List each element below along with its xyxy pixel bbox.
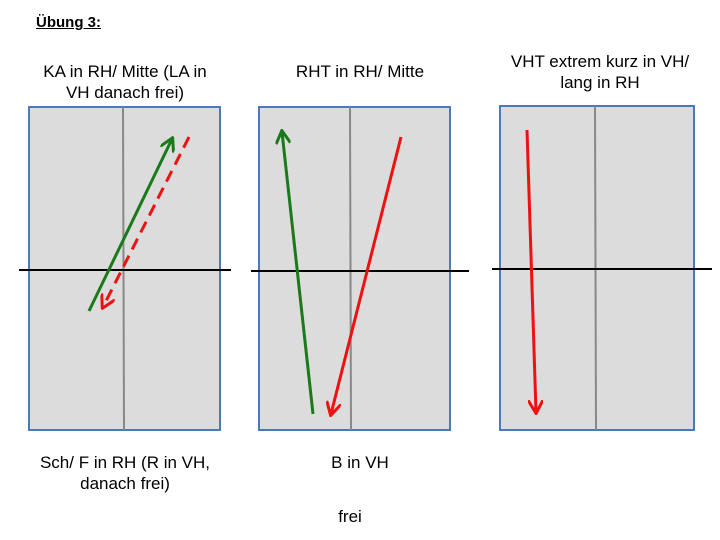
panel-2-top-label: RHT in RH/ Mitte [295, 62, 425, 81]
panel-3-top-label: VHT extrem kurz in VH/ lang in RH [510, 52, 690, 92]
panel-3 [492, 105, 712, 431]
panel-2-green-arrow [282, 132, 315, 415]
panel-3-red-arrow [525, 129, 536, 412]
court-1-center-line [122, 106, 125, 431]
court-2-center-line [349, 106, 352, 431]
exercise-title: Übung 3: [36, 14, 101, 31]
panel-1 [19, 106, 231, 431]
panel-2-red-arrow [331, 136, 403, 414]
panel-2 [251, 106, 469, 431]
panel-1-bottom-label: Sch/ F in RH (R in VH, danach frei) [39, 453, 211, 493]
panel-1-red-dashed-arrow [103, 136, 191, 307]
panel-1-green-arrow [87, 139, 172, 312]
panel-2-bottom-label: B in VH [331, 453, 389, 472]
panel-1-top-label: KA in RH/ Mitte (LA in VH danach frei) [43, 62, 207, 102]
court-2-box [258, 106, 451, 431]
footer-label: frei [338, 507, 362, 526]
